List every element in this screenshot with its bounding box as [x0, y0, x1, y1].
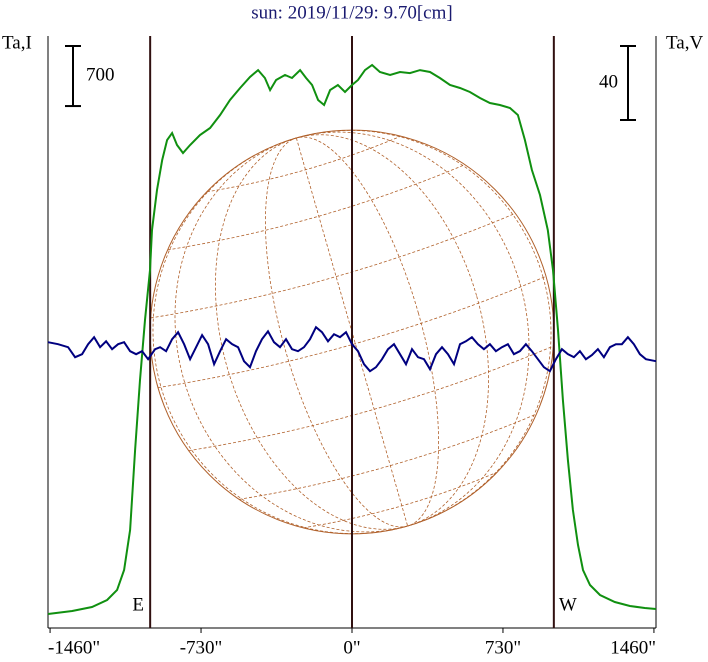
globe: [149, 129, 555, 535]
parallel: [157, 275, 547, 389]
series-line: [47, 325, 657, 373]
chart-title: sun: 2019/11/29: 9.70[cm]: [251, 2, 452, 23]
parallel: [239, 413, 537, 500]
limb-label: W: [559, 594, 577, 615]
x-tick-label: 1460": [610, 637, 656, 658]
x-tick-label: 0": [343, 637, 360, 658]
scale-bar-label: 40: [599, 71, 618, 92]
y2-axis-label: Ta,V: [666, 32, 703, 53]
x-tick-label: -730": [180, 637, 223, 658]
y-axis-label: Ta,I: [2, 32, 32, 53]
parallel: [303, 471, 498, 529]
scale-bar-label: 700: [86, 64, 115, 85]
limb-label: E: [132, 594, 144, 615]
x-tick-label: 730": [485, 637, 521, 658]
meridian: [174, 131, 530, 533]
parallel: [150, 212, 516, 319]
globe-grid: [150, 129, 554, 535]
series-line: [47, 63, 657, 615]
parallel: [167, 164, 466, 251]
parallel: [206, 135, 401, 193]
x-tick-label: -1460": [48, 637, 100, 658]
parallel: [188, 345, 554, 452]
